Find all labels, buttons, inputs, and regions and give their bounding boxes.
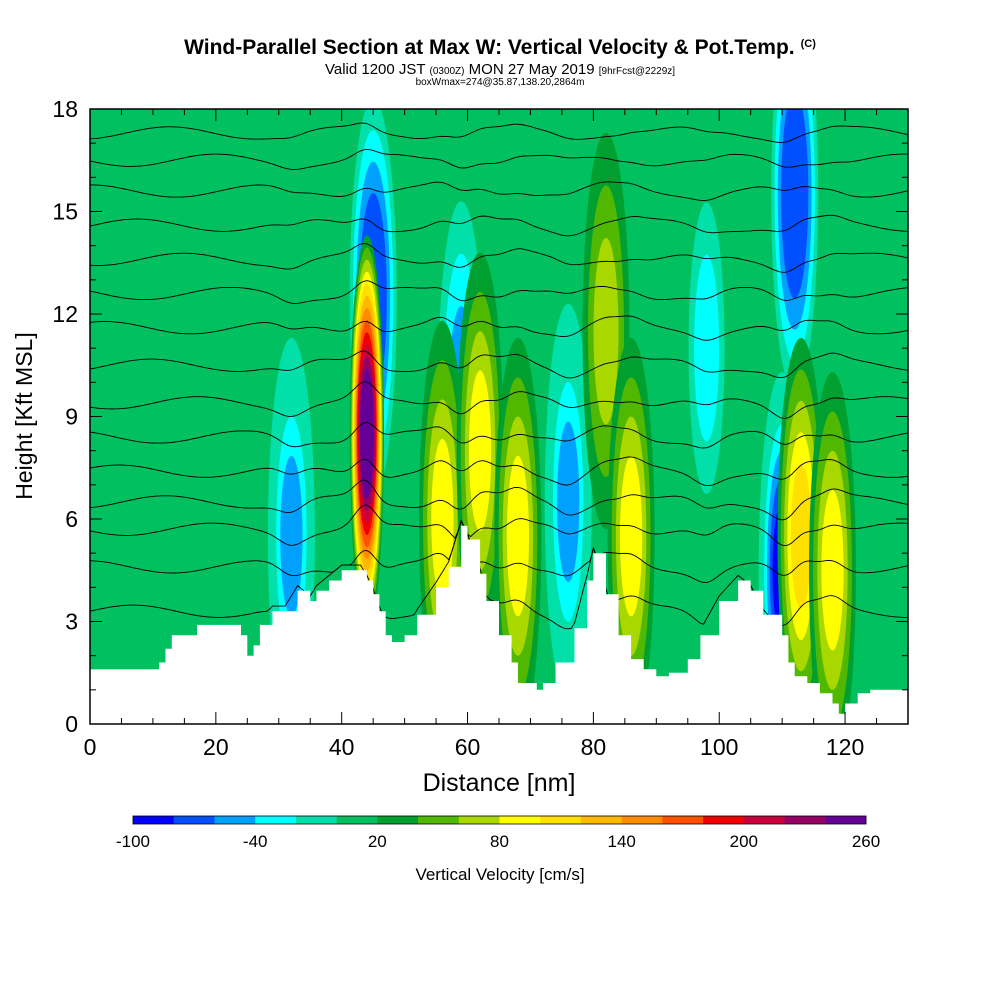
downdraft-band [557, 421, 580, 583]
colorbar-swatch [173, 816, 215, 824]
updraft-band [821, 490, 844, 651]
title-mark: (C) [800, 38, 816, 50]
colorbar-label: Vertical Velocity [cm/s] [415, 865, 584, 884]
colorbar-tick-label: 200 [730, 832, 758, 851]
theta-contour [90, 181, 908, 201]
y-tick-label: 6 [65, 506, 78, 532]
downdraft-band [784, 121, 805, 267]
updraft-band [506, 455, 529, 617]
updraft-core [607, 337, 655, 724]
colorbar-swatch [336, 816, 378, 824]
x-tick-label: 60 [455, 734, 481, 760]
colorbar-swatch [825, 816, 867, 824]
updraft-band [469, 370, 492, 531]
colorbar-frame [132, 815, 867, 825]
updraft-core [494, 337, 542, 724]
colorbar-tick-label: 140 [608, 832, 636, 851]
chart-valid-time: Valid 1200 JST (0300Z) MON 27 May 2019 [… [324, 61, 676, 78]
colorbar: -100 -40 20 80 140 200 260 [116, 815, 880, 851]
colorbar-swatch [295, 816, 337, 824]
theta-contour [90, 148, 908, 170]
updraft-band [593, 237, 619, 425]
downdraft-band [280, 455, 303, 617]
theta-contour [90, 479, 908, 521]
colorbar-tick-label: 80 [490, 832, 509, 851]
colorbar-swatch [540, 816, 582, 824]
colorbar-swatch [377, 816, 419, 824]
x-tick-label: 120 [826, 734, 864, 760]
theta-contour [90, 456, 908, 487]
theta-contour [90, 519, 908, 583]
theta-contour [90, 422, 908, 449]
x-tick-label: 20 [203, 734, 229, 760]
colorbar-tick-label: 260 [852, 832, 880, 851]
colorbar-tick-label: -40 [243, 832, 268, 851]
plot-area [90, 109, 908, 724]
theta-contour [90, 381, 908, 419]
y-tick-label: 9 [65, 404, 78, 430]
axes: 0 20 40 60 80 100 120 0 3 6 9 12 15 18 [52, 96, 908, 760]
terrain-mask [90, 525, 908, 724]
y-tick-label: 18 [52, 96, 78, 122]
theta-contour [90, 280, 908, 304]
downdraft-core [683, 150, 731, 547]
theta-contour [90, 243, 908, 273]
colorbar-tick-label: 20 [368, 832, 387, 851]
y-tick-label: 3 [65, 609, 78, 635]
x-axis-label: Distance [nm] [423, 769, 576, 797]
colorbar-swatch [499, 816, 541, 824]
updraft-band [790, 463, 812, 609]
colorbar-swatch [743, 816, 785, 824]
x-tick-label: 80 [581, 734, 607, 760]
theta-contour [90, 122, 908, 143]
colorbar-swatch [214, 816, 256, 824]
chart-box-info: boxWmax=274@35.87,138.20,2864m [415, 77, 585, 88]
updraft-band [360, 380, 373, 487]
theta-contours [90, 122, 908, 630]
x-tick-label: 0 [84, 734, 97, 760]
updraft-core [809, 372, 856, 724]
y-tick-label: 15 [52, 199, 78, 225]
colorbar-swatch [703, 816, 745, 824]
y-tick-label: 12 [52, 301, 78, 327]
x-tick-label: 40 [329, 734, 355, 760]
colorbar-swatch [458, 816, 500, 824]
theta-contour [90, 214, 908, 237]
colorbar-tick-label: -100 [116, 832, 150, 851]
colorbar-swatch [784, 816, 826, 824]
theta-contour [90, 504, 908, 547]
downdraft-band [694, 254, 720, 442]
colorbar-swatch [621, 816, 663, 824]
colorbar-swatch [580, 816, 622, 824]
theta-contour [90, 315, 908, 341]
colorbar-swatch [133, 816, 175, 824]
y-axis-label: Height [Kft MSL] [11, 332, 37, 499]
colorbar-swatch [255, 816, 297, 824]
x-tick-label: 100 [700, 734, 738, 760]
theta-contour [90, 350, 908, 379]
updraft-band [620, 455, 643, 617]
updraft-core [456, 252, 504, 649]
chart-title: Wind-Parallel Section at Max W: Vertical… [184, 36, 816, 59]
y-tick-label: 0 [65, 711, 78, 737]
colorbar-swatch [662, 816, 704, 824]
downdraft-core [771, 109, 819, 393]
colorbar-swatch [418, 816, 460, 824]
